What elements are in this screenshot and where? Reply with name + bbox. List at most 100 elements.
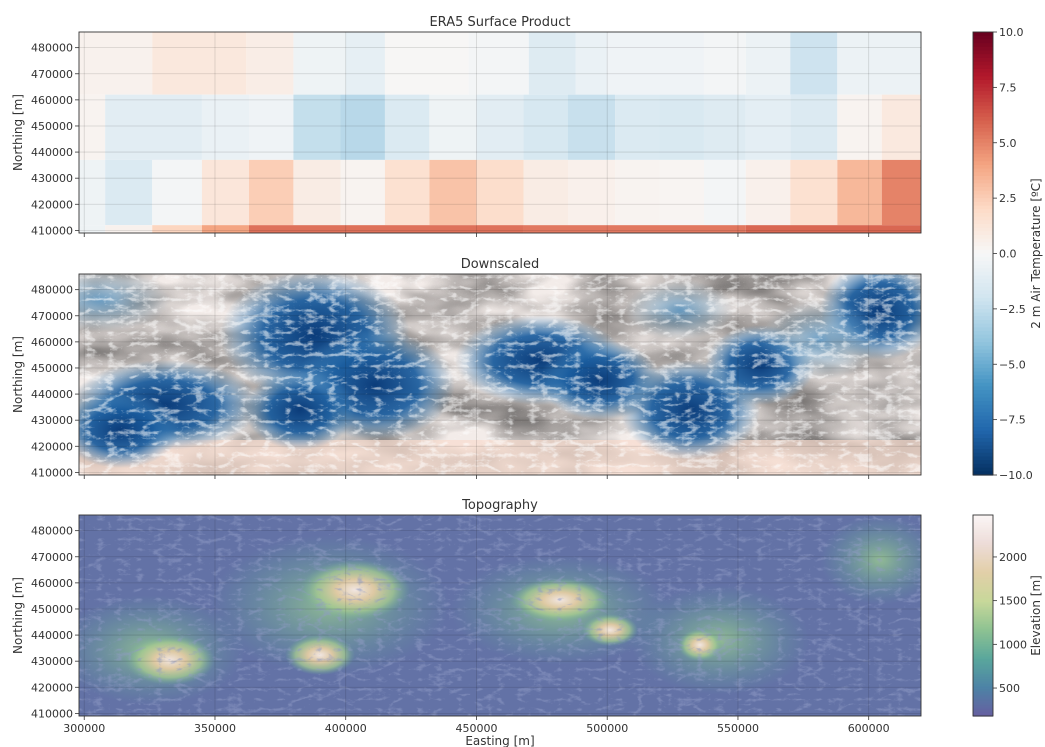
colorbar-swatch — [973, 386, 993, 391]
colorbar-swatch — [973, 623, 993, 627]
colorbar-swatch — [973, 264, 993, 269]
colorbar-swatch — [973, 216, 993, 221]
x-axis-label: Easting [m] — [465, 734, 534, 747]
heatmap-cell — [567, 159, 616, 226]
colorbar-swatch — [973, 283, 993, 288]
y-axis-label: Northing [m] — [11, 577, 25, 654]
colorbar-frame — [972, 514, 994, 717]
x-tick-label: 500000 — [586, 722, 628, 735]
colorbar-tick-label: 2000 — [999, 551, 1027, 564]
colorbar-swatch — [973, 423, 993, 428]
colorbar-swatch — [973, 655, 993, 658]
colorbar-swatch — [973, 521, 993, 524]
colorbar-label: 2 m Air Temperature [ºC] — [1029, 178, 1043, 328]
heatmap-cell — [745, 32, 791, 95]
y-tick-label: 450000 — [31, 603, 73, 616]
colorbar-swatch — [973, 571, 993, 575]
axes-3: 410000 420000 430000 440000 450000 460000 4700… — [11, 498, 922, 747]
colorbar-swatch — [973, 535, 993, 538]
colorbar-tick-label: 7.5 — [999, 81, 1017, 94]
y-tick-label: 420000 — [31, 440, 73, 453]
colorbar-swatch — [973, 558, 993, 561]
heatmap-cell — [105, 94, 202, 160]
colorbar-swatch — [973, 665, 993, 669]
colorbar-swatch — [973, 605, 993, 608]
colorbar-tick-label: 2.5 — [999, 192, 1017, 205]
heatmap-cell — [384, 159, 430, 226]
heatmap-cell — [659, 94, 704, 160]
colorbar-swatch — [973, 246, 993, 251]
colorbar-swatch — [973, 379, 993, 384]
heatmap-cell — [790, 94, 838, 160]
heatmap-cell — [152, 32, 247, 95]
colorbar-swatch — [973, 643, 993, 647]
colorbar-swatch — [973, 588, 993, 591]
colorbar-swatch — [973, 164, 993, 170]
colorbar-swatch — [973, 412, 993, 417]
colorbar-swatch — [973, 664, 993, 667]
colorbar-tick-label: 5.0 — [999, 137, 1017, 150]
colorbar-swatch — [973, 682, 993, 685]
colorbar-swatch — [973, 72, 993, 77]
colorbar-swatch — [973, 91, 993, 96]
colorbar-swatch — [973, 168, 993, 173]
colorbar-swatch — [973, 685, 993, 689]
colorbar-swatch — [973, 312, 993, 317]
downscaled-panel — [79, 274, 921, 475]
heatmap-cell — [384, 32, 469, 95]
colorbar-swatch — [973, 319, 993, 325]
heatmap-cell — [201, 225, 249, 233]
colorbar-swatch — [973, 667, 993, 670]
colorbar-swatch — [973, 419, 993, 424]
colorbar-swatch — [973, 235, 993, 240]
colorbar-swatch — [973, 603, 993, 607]
colorbar-tick-label: −2.5 — [999, 303, 1026, 316]
colorbar-swatch — [973, 600, 993, 603]
x-tick-label: 550000 — [717, 722, 759, 735]
colorbar-swatch — [973, 551, 993, 555]
colorbar-swatch — [973, 525, 993, 528]
colorbar-tick-label: 10.0 — [999, 26, 1024, 39]
colorbar-swatch — [973, 401, 993, 406]
colorbar-swatch — [973, 57, 993, 63]
colorbar-swatch — [973, 608, 993, 612]
colorbar-swatch — [973, 345, 993, 351]
colorbar-swatch — [973, 68, 993, 74]
heatmap-cell — [79, 94, 106, 160]
colorbar-swatch — [973, 587, 993, 590]
colorbar-swatch — [973, 127, 993, 133]
colorbar-swatch — [973, 632, 993, 635]
heatmap-cell — [79, 159, 106, 226]
colorbar-swatch — [973, 602, 993, 605]
colorbar-swatch — [973, 659, 993, 662]
colorbar-swatch — [973, 268, 993, 273]
colorbar-swatch — [973, 356, 993, 362]
colorbar-swatch — [973, 593, 993, 596]
colorbar-swatch — [973, 592, 993, 595]
colorbar-swatch — [973, 697, 993, 700]
axes-frame — [78, 31, 922, 234]
colorbar-swatch — [973, 536, 993, 540]
heatmap-cell — [881, 94, 921, 160]
colorbar-swatch — [973, 153, 993, 159]
colorbar-swatch — [973, 640, 993, 643]
colorbar-swatch — [973, 633, 993, 637]
colorbar-swatch — [973, 94, 993, 100]
colorbar-swatch — [973, 654, 993, 657]
colorbar-swatch — [973, 98, 993, 103]
colorbar-swatch — [973, 427, 993, 432]
colorbar-swatch — [973, 131, 993, 136]
colorbar-swatch — [973, 308, 993, 314]
colorbar-swatch — [973, 275, 993, 280]
colorbar-swatch — [973, 620, 993, 623]
colorbar-swatch — [973, 249, 993, 255]
downscaled-heatmap-image — [79, 274, 921, 475]
colorbar-swatch — [973, 637, 993, 640]
colorbar-swatch — [973, 561, 993, 565]
heatmap-cell — [201, 94, 249, 160]
colorbar-swatch — [973, 625, 993, 628]
heatmap-cell — [790, 159, 838, 226]
colorbar-tick-label: −10.0 — [999, 469, 1033, 482]
colorbar-swatch — [973, 649, 993, 652]
